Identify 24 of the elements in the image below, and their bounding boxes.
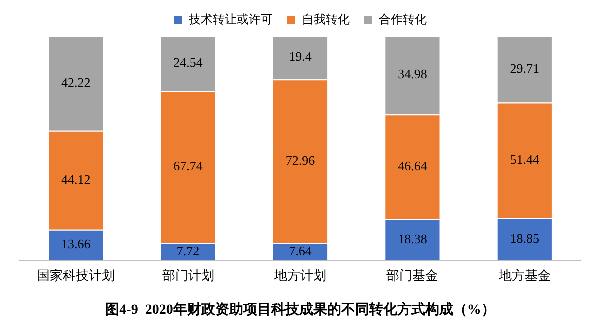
data-label: 7.64 xyxy=(289,243,312,258)
text: 图4-9 2020年财政资助项目科技成果的不同转化方式构成（%） xyxy=(106,301,496,318)
data-label: 29.71 xyxy=(510,60,540,76)
legend-label: 自我转化 xyxy=(302,12,350,26)
x-tick-label: 部门计划 xyxy=(162,268,214,283)
data-label: 24.54 xyxy=(174,54,204,70)
data-label: 42.22 xyxy=(61,74,91,90)
data-label: 13.66 xyxy=(61,236,92,252)
data-label: 19.4 xyxy=(289,49,312,64)
data-label: 34.98 xyxy=(398,66,428,82)
legend-label: 技术转让或许可 xyxy=(188,12,273,26)
x-tick-label: 部门基金 xyxy=(386,268,439,283)
data-label: 18.85 xyxy=(510,230,540,246)
data-label: 67.74 xyxy=(174,158,204,174)
x-tick-label: 国家科技计划 xyxy=(37,268,116,283)
legend-label: 合作转化 xyxy=(379,12,427,26)
data-label: 51.44 xyxy=(510,152,540,167)
data-label: 72.96 xyxy=(286,152,316,168)
data-label: 7.72 xyxy=(176,243,200,258)
data-label: 46.64 xyxy=(398,158,428,174)
data-label: 18.38 xyxy=(398,231,428,246)
x-tick-label: 地方基金 xyxy=(498,268,551,283)
data-label: 44.12 xyxy=(61,172,91,187)
x-tick-label: 地方计划 xyxy=(274,268,326,283)
